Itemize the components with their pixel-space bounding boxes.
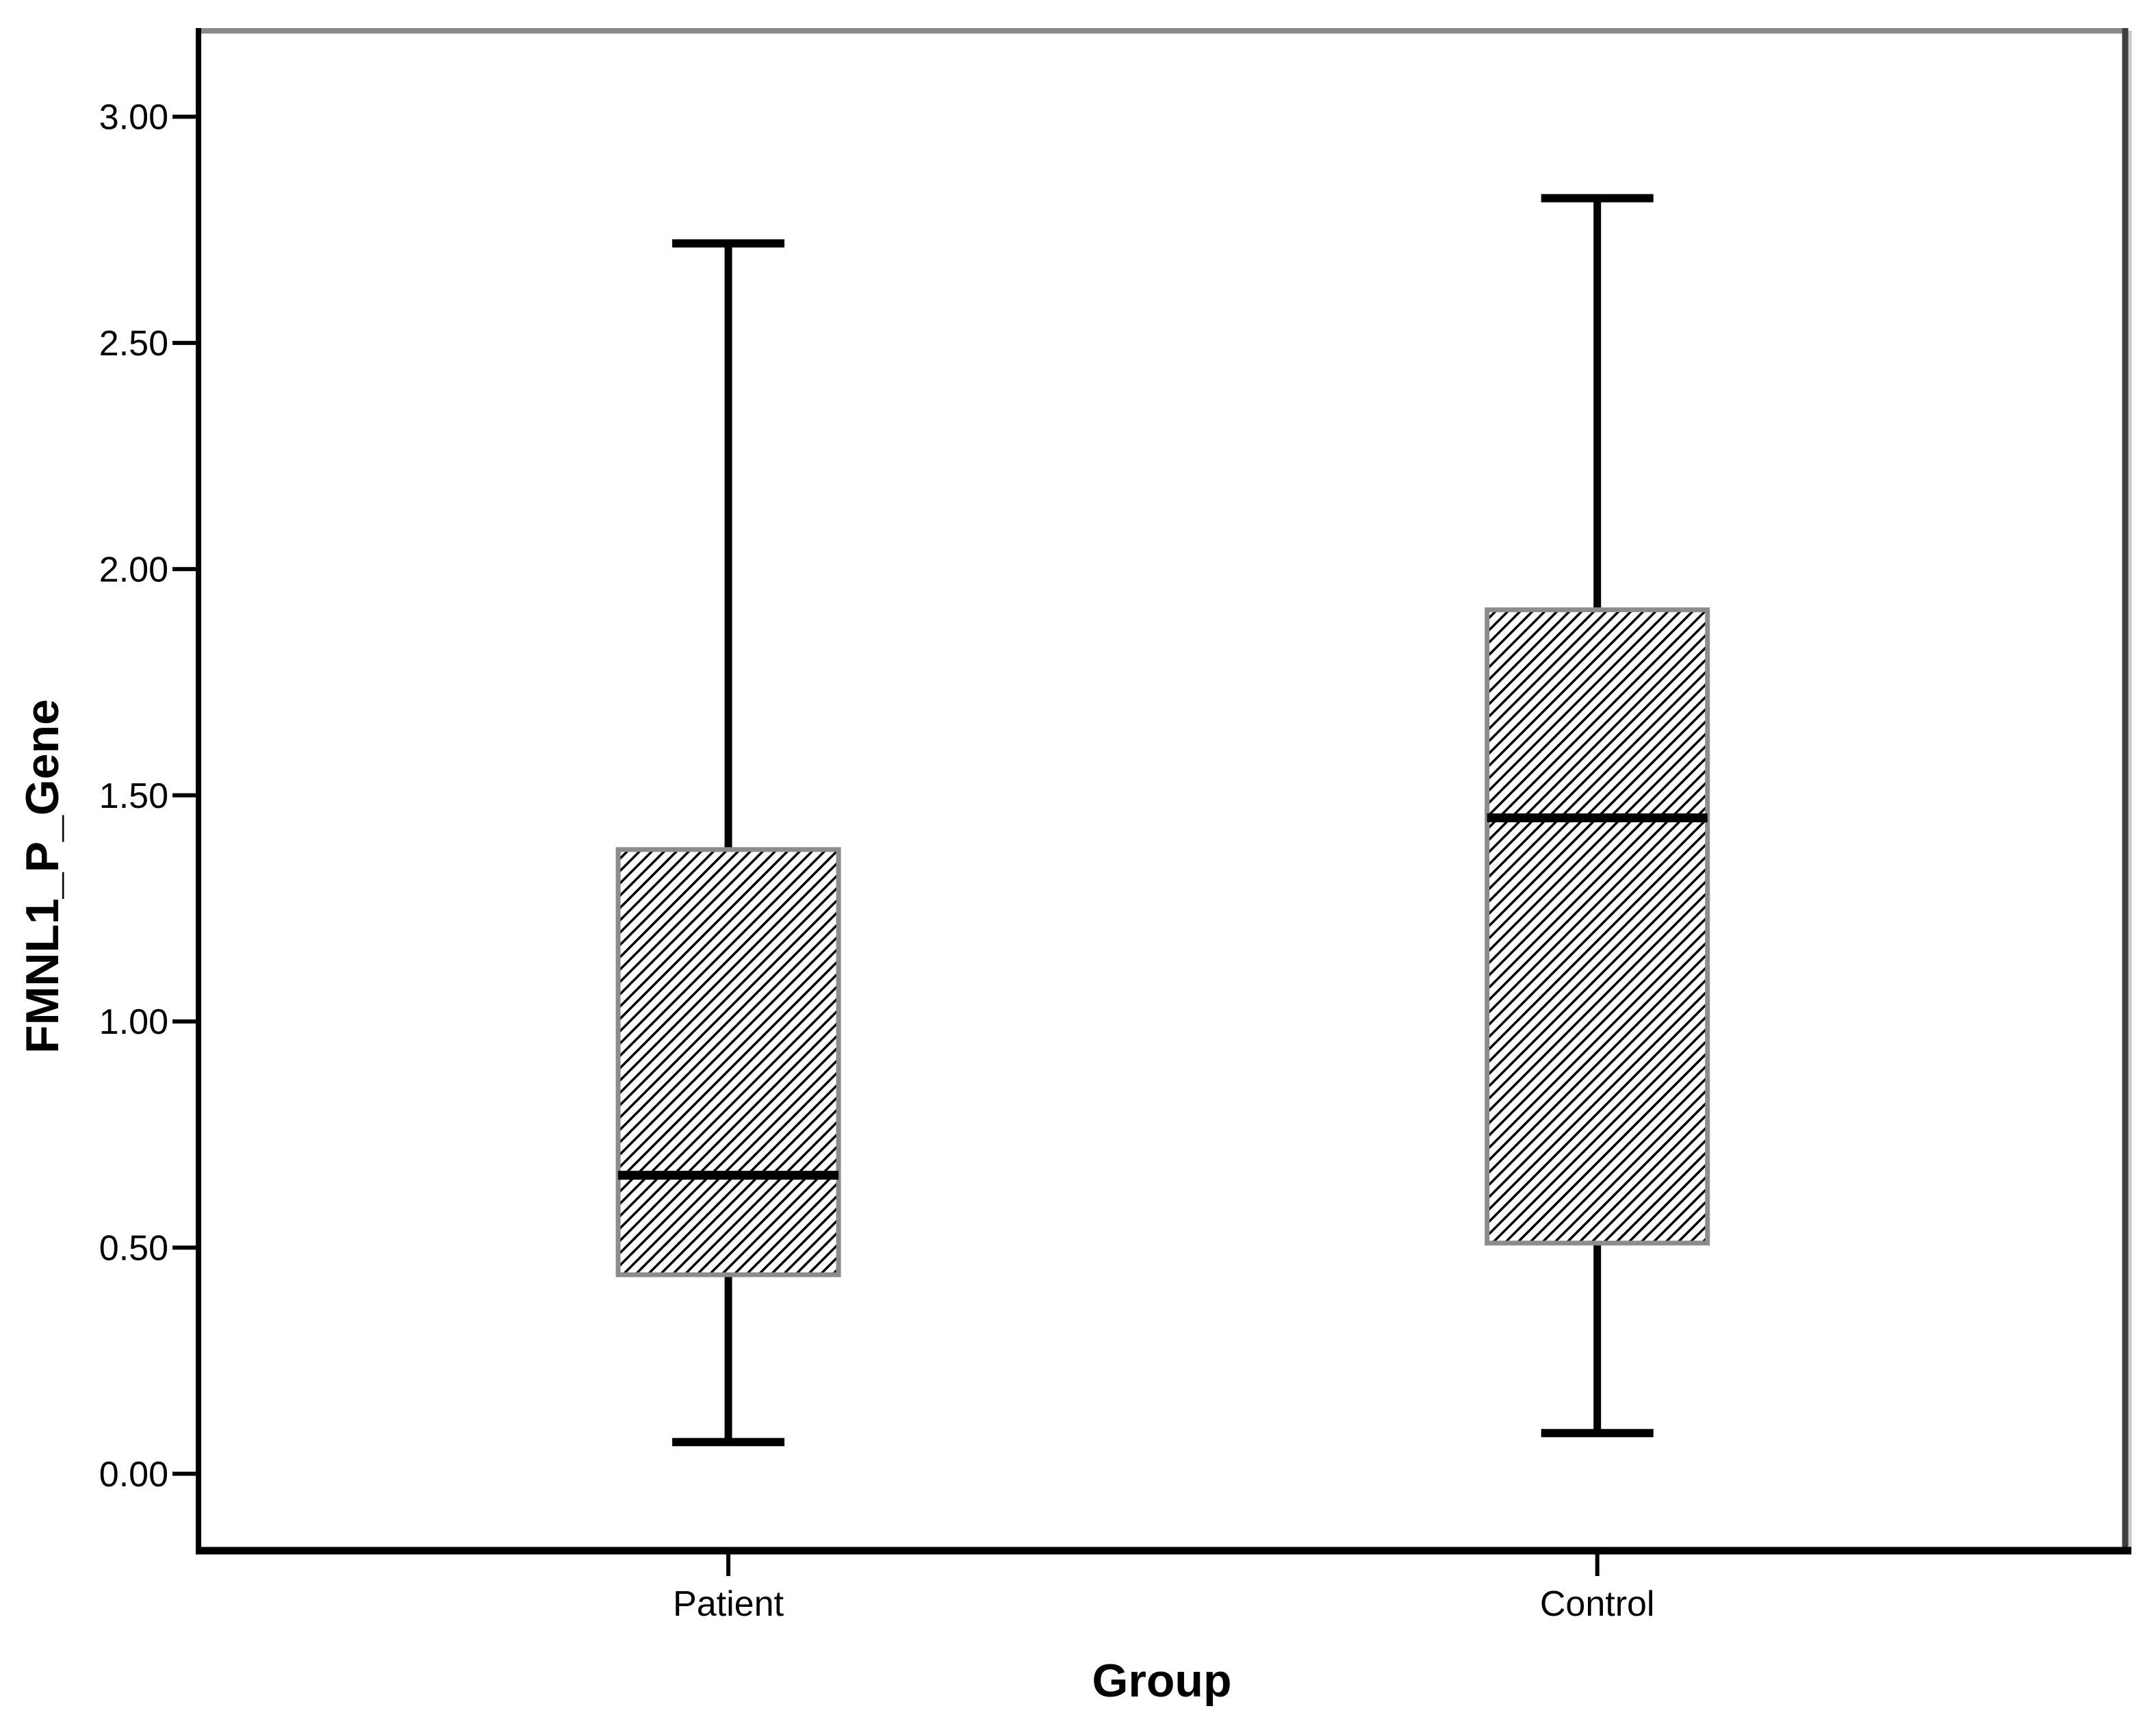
x-category-label: Control bbox=[1540, 1584, 1655, 1624]
y-axis-title: FMNL1_P_Gene bbox=[16, 699, 68, 1054]
y-tick-label: 1.00 bbox=[99, 1002, 168, 1042]
y-tick-label: 0.50 bbox=[99, 1229, 168, 1269]
y-tick-label: 2.00 bbox=[99, 550, 168, 589]
y-tick-label: 1.50 bbox=[99, 776, 168, 816]
boxplot-patient bbox=[615, 239, 841, 1447]
y-tick-label: 0.00 bbox=[99, 1455, 168, 1495]
x-axis-title: Group bbox=[1092, 1655, 1232, 1707]
y-tick-label: 3.00 bbox=[99, 98, 168, 138]
boxplot-control bbox=[1485, 194, 1710, 1438]
y-tick-label: 2.50 bbox=[99, 324, 168, 364]
iqr-box bbox=[1485, 607, 1710, 1246]
iqr-box bbox=[615, 847, 841, 1278]
x-category-label: Patient bbox=[673, 1584, 784, 1624]
